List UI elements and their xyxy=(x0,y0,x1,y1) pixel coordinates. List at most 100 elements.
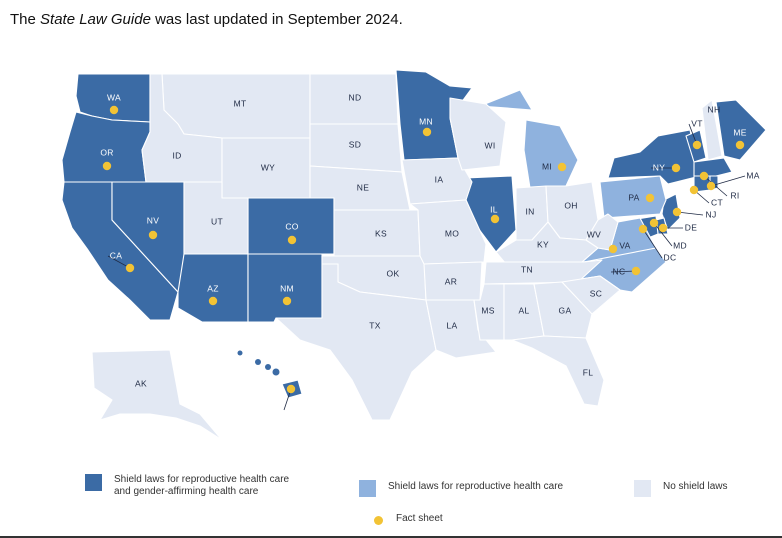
fact-sheet-dot-or[interactable] xyxy=(102,161,112,171)
state-label-wy: WY xyxy=(261,162,275,172)
fact-sheet-dot-hi[interactable] xyxy=(286,384,296,394)
legend-swatch-shield-repro xyxy=(359,480,376,497)
state-label-la: LA xyxy=(447,320,458,330)
legend-swatch-no-shield xyxy=(634,480,651,497)
fact-sheet-dot-ct[interactable] xyxy=(689,185,699,195)
state-label-nj: NJ xyxy=(706,209,717,219)
state-label-or: OR xyxy=(100,147,113,157)
state-label-id: ID xyxy=(172,150,181,160)
state-fl[interactable] xyxy=(511,335,605,407)
state-label-mi: MI xyxy=(542,161,552,171)
state-label-de: DE xyxy=(685,222,697,232)
state-me[interactable] xyxy=(715,99,767,161)
state-label-nv: NV xyxy=(147,215,159,225)
fact-sheet-dots xyxy=(102,105,745,394)
state-label-ak: AK xyxy=(135,378,147,388)
fact-sheet-dot-co[interactable] xyxy=(287,235,297,245)
callout-line-md xyxy=(653,222,673,247)
state-label-mn: MN xyxy=(419,116,433,126)
fact-sheet-dot-ri[interactable] xyxy=(699,171,709,181)
state-label-ny: NY xyxy=(653,162,665,172)
bottom-rule xyxy=(0,536,782,538)
state-label-mo: MO xyxy=(445,228,459,238)
state-label-ut: UT xyxy=(211,216,223,226)
legend-no-shield: No shield laws xyxy=(634,480,727,497)
state-sc[interactable] xyxy=(561,275,621,315)
state-label-wi: WI xyxy=(485,140,496,150)
state-label-sd: SD xyxy=(349,139,361,149)
state-wi[interactable] xyxy=(449,97,507,171)
page-title: The State Law Guide was last updated in … xyxy=(10,11,403,28)
state-label-ct: CT xyxy=(711,197,723,207)
state-ia[interactable] xyxy=(401,157,473,205)
state-label-ok: OK xyxy=(387,268,400,278)
state-label-tx: TX xyxy=(369,320,380,330)
state-ga[interactable] xyxy=(533,281,593,339)
fact-sheet-dot-dc[interactable] xyxy=(638,224,648,234)
fact-sheet-dot-il[interactable] xyxy=(490,214,500,224)
fact-sheet-dot-vt[interactable] xyxy=(692,140,702,150)
state-label-il: IL xyxy=(490,204,498,214)
state-label-wv: WV xyxy=(587,229,601,239)
state-ak[interactable] xyxy=(91,349,223,441)
title-suffix: was last updated in September 2024. xyxy=(150,11,403,28)
fact-sheet-dot-wa[interactable] xyxy=(109,105,119,115)
state-wv[interactable] xyxy=(585,213,619,251)
fact-sheet-dot-md[interactable] xyxy=(649,218,659,228)
fact-sheet-dot-nj[interactable] xyxy=(672,207,682,217)
state-label-vt: VT xyxy=(691,118,702,128)
fact-sheet-dot-nv[interactable] xyxy=(148,230,158,240)
fact-sheet-dot-va[interactable] xyxy=(608,244,618,254)
state-label-ia: IA xyxy=(435,174,444,184)
state-label-ma: MA xyxy=(746,170,759,180)
fact-sheet-dot-de[interactable] xyxy=(658,223,668,233)
state-label-ca: CA xyxy=(110,250,122,260)
legend-shield-repro: Shield laws for reproductive health care xyxy=(359,480,563,497)
fact-sheet-dot-mn[interactable] xyxy=(422,127,432,137)
fact-sheet-dot-az[interactable] xyxy=(208,296,218,306)
state-nh[interactable] xyxy=(701,99,723,161)
legend-fact-sheet: Fact sheet xyxy=(370,512,443,526)
fact-sheet-dot-me[interactable] xyxy=(735,140,745,150)
legend-shield-repro-label: Shield laws for reproductive health care xyxy=(388,481,564,492)
state-label-nh: NH xyxy=(708,104,721,114)
state-label-ri: RI xyxy=(730,190,739,200)
legend-shield-both-line1: Shield laws for reproductive health care xyxy=(114,474,290,485)
state-labels: WA OR CA NV AZ CO NM MN IL NY VT ME MA CT RI NJ DE MD DC HI… xyxy=(100,92,759,414)
fact-sheet-dot-mi[interactable] xyxy=(557,162,567,172)
legend-fact-sheet-label: Fact sheet xyxy=(396,513,443,524)
title-guide-name: State Law Guide xyxy=(40,11,151,28)
legend-swatch-shield-both xyxy=(85,474,102,491)
state-label-hi: HI xyxy=(287,404,296,414)
hawaii-island xyxy=(237,350,243,356)
state-label-md: MD xyxy=(673,240,687,250)
state-label-fl: FL xyxy=(583,367,594,377)
state-ma[interactable] xyxy=(693,157,733,177)
state-nj[interactable] xyxy=(661,193,681,231)
state-label-al: AL xyxy=(519,305,530,315)
state-tn[interactable] xyxy=(483,259,603,285)
legend-shield-both-line2: and gender-affirming health care xyxy=(114,486,259,497)
state-label-nd: ND xyxy=(349,92,362,102)
legend-shield-both: Shield laws for reproductive health care… xyxy=(85,474,289,498)
state-pa[interactable] xyxy=(599,175,667,219)
fact-sheet-dot-ca[interactable] xyxy=(125,263,135,273)
state-label-tn: TN xyxy=(521,264,533,274)
state-label-oh: OH xyxy=(564,200,577,210)
fact-sheet-dot-pa[interactable] xyxy=(645,193,655,203)
state-label-mt: MT xyxy=(234,98,247,108)
fact-sheet-dot-ny[interactable] xyxy=(671,163,681,173)
fact-sheet-dot-ma[interactable] xyxy=(706,181,716,191)
legend-fact-sheet-dot xyxy=(374,516,383,525)
state-label-ks: KS xyxy=(375,228,387,238)
state-label-wa: WA xyxy=(107,92,121,102)
state-label-ms: MS xyxy=(481,305,494,315)
callout-line-nj xyxy=(676,211,704,216)
fact-sheet-dot-nc[interactable] xyxy=(631,266,641,276)
title-prefix: The xyxy=(10,11,41,28)
state-label-ar: AR xyxy=(445,276,457,286)
fact-sheet-dot-nm[interactable] xyxy=(282,296,292,306)
callout-line-ma xyxy=(710,175,746,187)
state-ut[interactable] xyxy=(183,181,249,255)
